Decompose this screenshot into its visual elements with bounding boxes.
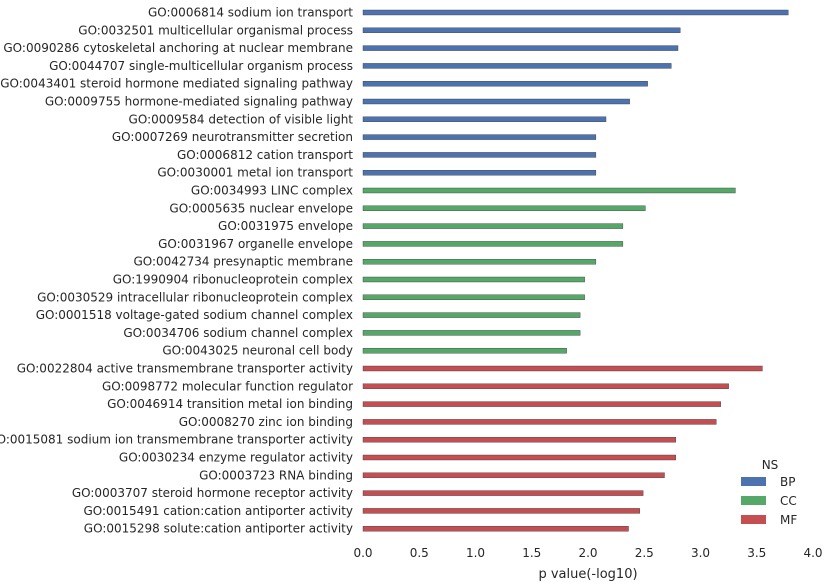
category-label: GO:0030001 metal ion transport: [157, 166, 353, 180]
category-label: GO:0003707 steroid hormone receptor acti…: [72, 486, 353, 500]
category-label: GO:0015491 cation:cation antiporter acti…: [83, 504, 353, 518]
category-label: GO:0008270 zinc ion binding: [179, 415, 353, 429]
category-label: GO:0007269 neurotransmitter secretion: [112, 130, 353, 144]
bar-cc: [362, 205, 646, 212]
category-label: GO:0015081 sodium ion transmembrane tran…: [0, 433, 353, 447]
legend-swatch-bp: [741, 477, 766, 486]
bar-cc: [362, 276, 585, 283]
category-label: GO:0009584 detection of visible light: [129, 112, 354, 126]
category-label: GO:0005635 nuclear envelope: [169, 201, 353, 215]
category-label: GO:0003723 RNA binding: [199, 468, 353, 482]
bar-bp: [362, 152, 597, 158]
category-label: GO:0044707 single-multicellular organism…: [49, 59, 353, 73]
bar-bp: [362, 63, 672, 69]
category-label: GO:0046914 transition metal ion binding: [107, 397, 353, 411]
category-label: GO:0001518 voltage-gated sodium channel …: [36, 308, 353, 322]
bar-cc: [362, 259, 597, 265]
legend: NS BP CC MF: [741, 458, 797, 527]
category-label: GO:0032501 multicellular organismal proc…: [78, 23, 353, 37]
bar-bp: [362, 80, 648, 87]
bar-mf: [362, 437, 676, 443]
category-label: GO:0034993 LINC complex: [191, 184, 353, 198]
bar-mf: [362, 383, 729, 389]
legend-swatch-mf: [741, 515, 766, 524]
legend-label: MF: [780, 513, 797, 527]
category-label: GO:0034706 sodium channel complex: [123, 326, 353, 340]
x-tick-label: 4.0: [803, 546, 822, 560]
bar-mf: [362, 365, 763, 372]
category-label: GO:0043025 neuronal cell body: [162, 344, 353, 358]
legend-label: CC: [780, 494, 797, 508]
bar-bp: [362, 169, 597, 176]
category-label: GO:0030234 enzyme regulator activity: [119, 451, 353, 465]
x-tick-label: 0.5: [410, 546, 429, 560]
x-tick-label: 0.0: [353, 546, 372, 560]
category-labels: GO:0006814 sodium ion transport GO:003250…: [0, 6, 353, 536]
bars: [362, 9, 789, 532]
bar-mf: [362, 490, 644, 496]
category-label: GO:0031967 organelle envelope: [158, 237, 353, 251]
bar-mf: [362, 401, 721, 407]
x-tick-label: 1.0: [466, 546, 485, 560]
legend-label: BP: [780, 475, 795, 489]
category-label: GO:0006814 sodium ion transport: [148, 6, 353, 20]
x-tick-label: 2.5: [635, 546, 654, 560]
bar-cc: [362, 312, 581, 318]
category-label: GO:0098772 molecular function regulator: [102, 379, 353, 393]
category-label: GO:0030529 intracellular ribonucleoprote…: [37, 290, 353, 304]
category-label: GO:0006812 cation transport: [177, 148, 353, 162]
x-tick-label: 1.5: [522, 546, 541, 560]
legend-title: NS: [762, 458, 779, 472]
category-label: GO:0043401 steroid hormone mediated sign…: [0, 77, 353, 91]
x-axis-title: p value(-log10): [538, 567, 637, 582]
bar-bp: [362, 45, 679, 51]
x-tick-label: 3.5: [747, 546, 766, 560]
x-tick-label: 3.0: [691, 546, 710, 560]
category-label: GO:1990904 ribonucleoprotein complex: [113, 273, 353, 287]
x-tick-label: 2.0: [578, 546, 597, 560]
category-label: GO:0022804 active transmembrane transpor…: [17, 362, 353, 376]
category-label: GO:0009755 hormone-mediated signaling pa…: [45, 95, 353, 109]
bar-mf: [362, 419, 717, 425]
bar-mf: [362, 508, 640, 514]
bar-mf: [362, 454, 676, 461]
bar-bp: [362, 116, 607, 123]
bar-cc: [362, 223, 624, 229]
bar-bp: [362, 27, 681, 33]
bar-bp: [362, 98, 630, 105]
bar-cc: [362, 294, 585, 300]
category-label: GO:0015298 solute:cation antiporter acti…: [84, 522, 353, 536]
bar-mf: [362, 526, 629, 532]
bar-cc: [362, 348, 567, 354]
bar-cc: [362, 241, 624, 247]
bar-mf: [362, 472, 665, 478]
category-label: GO:0042734 presynaptic membrane: [133, 255, 353, 269]
category-label: GO:0031975 envelope: [218, 219, 353, 233]
x-axis-ticks: 0.0 0.5 1.0 1.5 2.0 2.5 3.0 3.5 4.0: [353, 546, 822, 560]
bar-bp: [362, 134, 597, 140]
bar-cc: [362, 187, 736, 194]
bar-bp: [362, 9, 789, 16]
legend-swatch-cc: [741, 496, 766, 505]
category-label: GO:0090286 cytoskeletal anchoring at nuc…: [3, 41, 353, 55]
bar-cc: [362, 330, 581, 336]
